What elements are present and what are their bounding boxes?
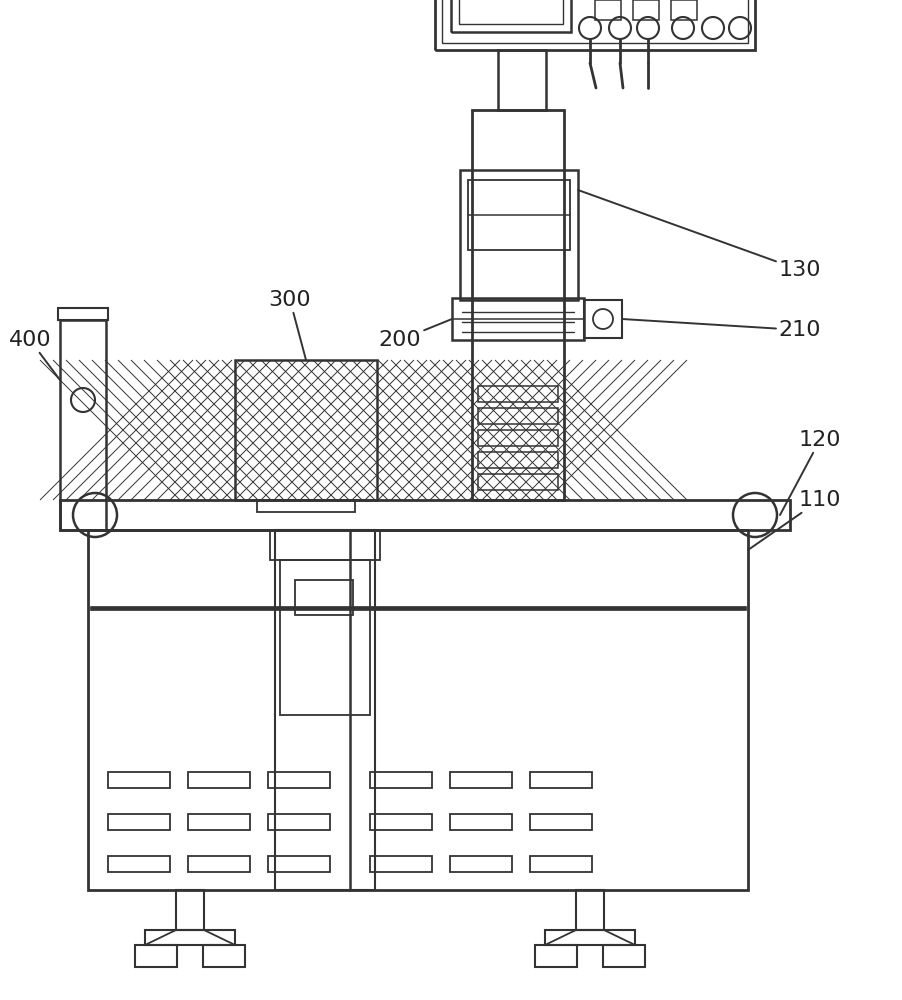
- Bar: [188, 856, 250, 872]
- Bar: [60, 320, 106, 530]
- Bar: [275, 530, 375, 890]
- Bar: [459, 0, 563, 24]
- Bar: [545, 930, 635, 945]
- Bar: [58, 308, 108, 320]
- Bar: [450, 772, 512, 788]
- Bar: [472, 110, 564, 500]
- Bar: [530, 772, 592, 788]
- Bar: [268, 772, 330, 788]
- Text: 300: 300: [269, 290, 311, 360]
- Bar: [188, 814, 250, 830]
- Text: 140: 140: [0, 999, 1, 1000]
- Bar: [460, 170, 578, 300]
- Bar: [257, 500, 355, 512]
- Bar: [268, 814, 330, 830]
- Bar: [176, 890, 204, 930]
- Bar: [235, 360, 377, 500]
- Bar: [135, 945, 177, 967]
- Bar: [270, 530, 380, 560]
- Bar: [584, 300, 622, 338]
- Bar: [370, 772, 432, 788]
- Bar: [145, 930, 235, 945]
- Bar: [452, 298, 584, 340]
- Bar: [280, 560, 370, 715]
- Bar: [450, 856, 512, 872]
- Bar: [88, 530, 748, 890]
- Text: 400: 400: [9, 330, 60, 380]
- Bar: [442, 0, 748, 43]
- Bar: [188, 772, 250, 788]
- Bar: [108, 856, 170, 872]
- Bar: [671, 0, 697, 20]
- Bar: [478, 408, 558, 424]
- Bar: [535, 945, 577, 967]
- Bar: [268, 856, 330, 872]
- Bar: [530, 814, 592, 830]
- Bar: [435, 0, 755, 50]
- Bar: [576, 890, 604, 930]
- Bar: [60, 500, 790, 530]
- Text: 200: 200: [379, 319, 452, 350]
- Bar: [478, 430, 558, 446]
- Bar: [468, 180, 570, 250]
- Bar: [478, 386, 558, 402]
- Bar: [370, 814, 432, 830]
- Text: 130: 130: [578, 190, 821, 280]
- Bar: [451, 0, 571, 32]
- Text: 110: 110: [748, 490, 842, 550]
- Bar: [108, 814, 170, 830]
- Text: 210: 210: [622, 319, 821, 340]
- Bar: [530, 856, 592, 872]
- Bar: [295, 580, 353, 615]
- Text: 120: 120: [780, 430, 842, 515]
- Bar: [478, 452, 558, 468]
- Bar: [603, 945, 645, 967]
- Bar: [633, 0, 659, 20]
- Bar: [108, 772, 170, 788]
- Bar: [90, 606, 746, 610]
- Bar: [478, 474, 558, 490]
- Bar: [203, 945, 245, 967]
- Bar: [450, 814, 512, 830]
- Bar: [595, 0, 621, 20]
- Bar: [370, 856, 432, 872]
- Bar: [498, 50, 546, 110]
